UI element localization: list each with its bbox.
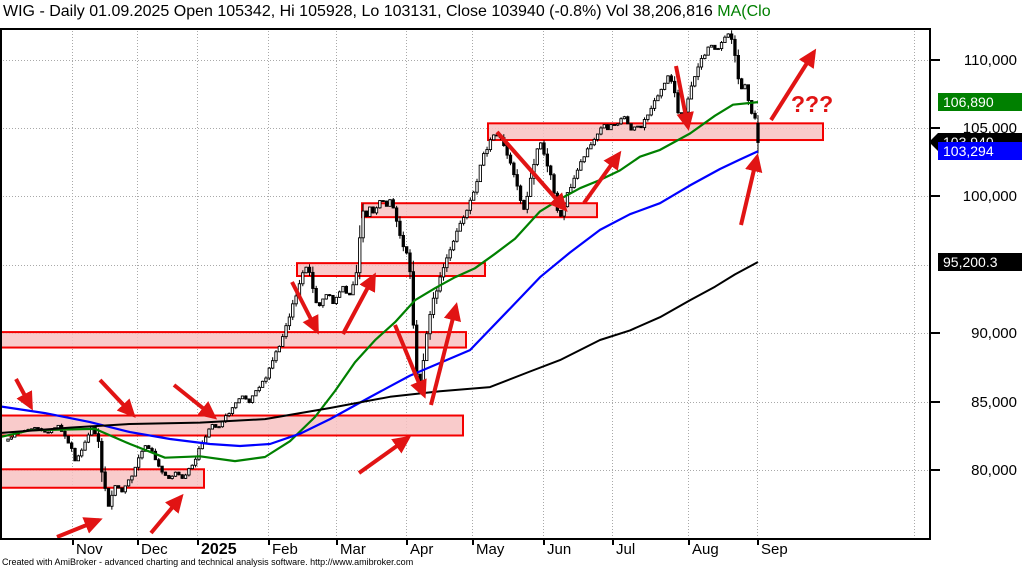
candles-layer (6, 30, 760, 510)
y-axis-tick (931, 126, 940, 129)
x-axis-tick (612, 540, 614, 545)
y-axis-label: 100,000 (962, 188, 1017, 206)
x-axis[interactable]: Nov Dec 2025 Feb Mar Apr May Jun Jul Aug Sep (0, 540, 931, 560)
x-axis-label: Mar (340, 541, 366, 558)
annotation-arrows (14, 48, 817, 539)
footer-credit: Created with AmiBroker - advanced charti… (2, 557, 414, 567)
x-axis-tick (336, 540, 338, 545)
ma-line (0, 261, 759, 434)
trend-arrow (149, 493, 184, 535)
trend-arrow (290, 281, 319, 335)
chart-title: WIG - Daily 01.09.2025 Open 105342, Hi 1… (3, 3, 931, 27)
y-axis-label: 80,000 (971, 461, 1017, 479)
x-axis-label: Jun (547, 541, 572, 558)
x-axis-label: 2025 (201, 541, 237, 558)
moving-averages (0, 101, 759, 463)
y-axis-tick (931, 195, 940, 198)
trend-arrow (769, 48, 817, 122)
x-axis-tick (543, 540, 545, 545)
chart-title-ohlc: WIG - Daily 01.09.2025 Open 105342, Hi 1… (3, 3, 718, 20)
price-zone (487, 122, 824, 142)
x-axis-label: Jul (616, 541, 636, 558)
trend-arrow (56, 517, 103, 539)
x-axis-label: Sep (761, 541, 788, 558)
x-axis-label: May (476, 541, 505, 558)
x-axis-label: Nov (76, 541, 103, 558)
price-zone (296, 262, 486, 277)
y-axis-tick (931, 400, 940, 403)
ma-line (0, 101, 759, 463)
x-axis-tick (688, 540, 690, 545)
ma-black-value-badge: 95,200.3 (938, 253, 1022, 272)
trend-arrow (674, 65, 694, 131)
ma-line (0, 150, 759, 448)
x-axis-tick (472, 540, 474, 545)
y-axis[interactable]: 110,000 105,000 100,000 90,000 85,000 80,000 1… (929, 28, 1022, 540)
trend-arrow (393, 324, 427, 399)
x-axis-tick (406, 540, 408, 545)
trend-arrow (341, 272, 376, 335)
x-axis-label: Dec (141, 541, 168, 558)
x-axis-tick (72, 540, 74, 545)
plot-border (0, 28, 931, 540)
y-axis-label: 105,000 (962, 119, 1017, 137)
x-axis-tick (137, 540, 139, 545)
x-axis-tick (757, 540, 759, 545)
y-axis-tick (931, 58, 940, 61)
y-axis-label: 110,000 (963, 51, 1017, 69)
x-axis-label: Aug (692, 541, 719, 558)
question-marks-label: ??? (791, 91, 833, 117)
y-axis-tick (931, 332, 940, 335)
x-axis-label: Apr (410, 541, 434, 558)
trend-arrow (98, 378, 136, 418)
badge-pointer-icon (929, 133, 938, 152)
trend-arrow (14, 378, 33, 411)
trend-arrow (172, 383, 218, 420)
y-axis-label: 85,000 (971, 393, 1017, 411)
trend-arrow (582, 150, 622, 205)
y-axis-tick (931, 468, 940, 471)
trend-arrow (429, 302, 462, 406)
plot-area[interactable]: ??? (0, 28, 931, 540)
ma-blue-value-badge: 103,294 (938, 142, 1022, 161)
chart-title-ma-legend: MA(Clo (717, 3, 771, 20)
trend-arrow (495, 130, 568, 212)
x-axis-tick (197, 540, 199, 545)
trend-arrow (357, 435, 412, 475)
y-axis-label: 90,000 (971, 325, 1017, 343)
x-axis-label: Feb (272, 541, 298, 558)
price-chart-svg: ??? (0, 28, 931, 540)
price-zone (0, 414, 464, 437)
trend-arrow (739, 153, 763, 226)
x-axis-tick (268, 540, 270, 545)
price-zone (0, 331, 467, 349)
ma-green-value-badge: 106,890 (938, 93, 1022, 112)
